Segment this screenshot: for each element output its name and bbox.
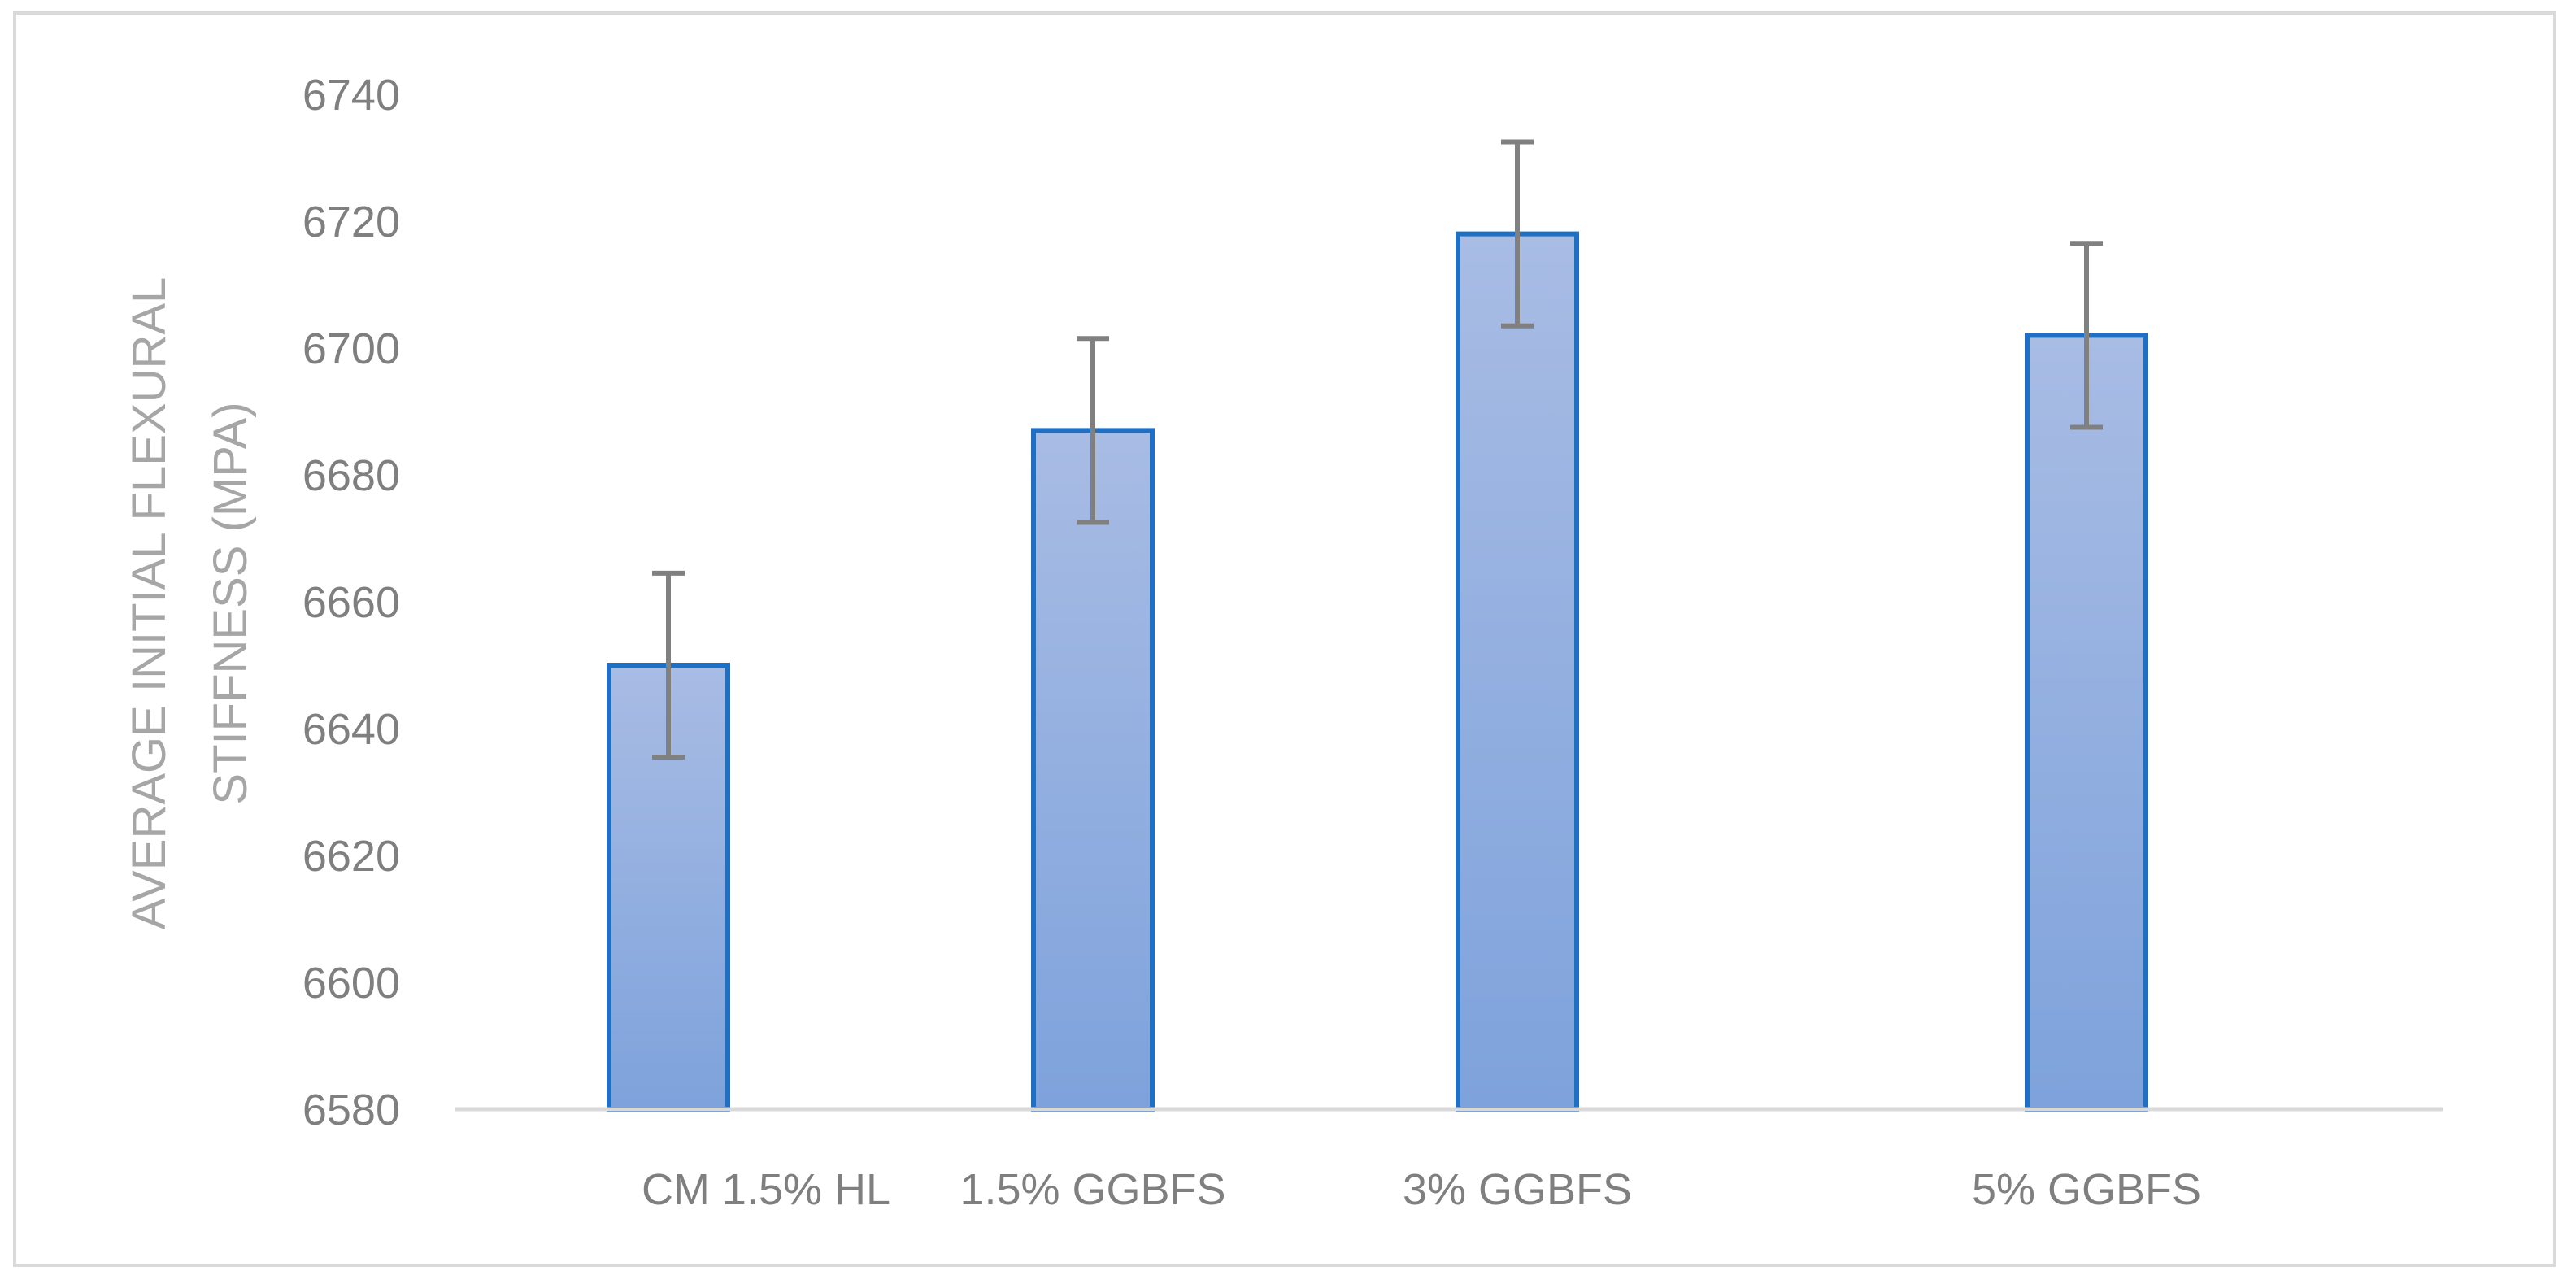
y-tick-label: 6660 bbox=[302, 578, 400, 627]
y-tick-label: 6640 bbox=[302, 705, 400, 754]
error-bar-3 bbox=[2070, 241, 2103, 430]
y-axis-title-line-2: STIFFNESS (MPA) bbox=[204, 402, 257, 804]
bar-3 bbox=[2025, 333, 2148, 1112]
x-category-label: 3% GGBFS bbox=[1403, 1165, 1632, 1214]
bar-1 bbox=[1031, 428, 1155, 1112]
y-tick-label: 6680 bbox=[302, 451, 400, 500]
x-category-label: 1.5% GGBFS bbox=[959, 1165, 1225, 1214]
y-tick-label: 6580 bbox=[302, 1086, 400, 1134]
y-tick-label: 6620 bbox=[302, 832, 400, 881]
y-axis-title: AVERAGE INITIAL FLEXURAL STIFFNESS (MPA) bbox=[123, 277, 257, 930]
y-axis-ticks: 6580 6600 6620 6640 6660 6680 6700 6720 6740 bbox=[302, 71, 400, 1134]
error-bar-0 bbox=[652, 570, 685, 760]
error-bar-2 bbox=[1501, 139, 1534, 329]
x-category-label: CM 1.5% HL bbox=[642, 1165, 890, 1214]
error-bars bbox=[652, 139, 2103, 760]
y-tick-label: 6740 bbox=[302, 71, 400, 120]
bars bbox=[607, 231, 2148, 1112]
y-tick-label: 6720 bbox=[302, 198, 400, 246]
bar-2 bbox=[1456, 231, 1579, 1112]
y-axis-title-line-1: AVERAGE INITIAL FLEXURAL bbox=[123, 277, 176, 930]
x-category-label: 5% GGBFS bbox=[1972, 1165, 2201, 1214]
y-tick-label: 6700 bbox=[302, 324, 400, 373]
y-tick-label: 6600 bbox=[302, 959, 400, 1008]
x-axis-labels: CM 1.5% HL 1.5% GGBFS 3% GGBFS 5% GGBFS bbox=[642, 1165, 2201, 1214]
error-bar-1 bbox=[1077, 336, 1109, 525]
